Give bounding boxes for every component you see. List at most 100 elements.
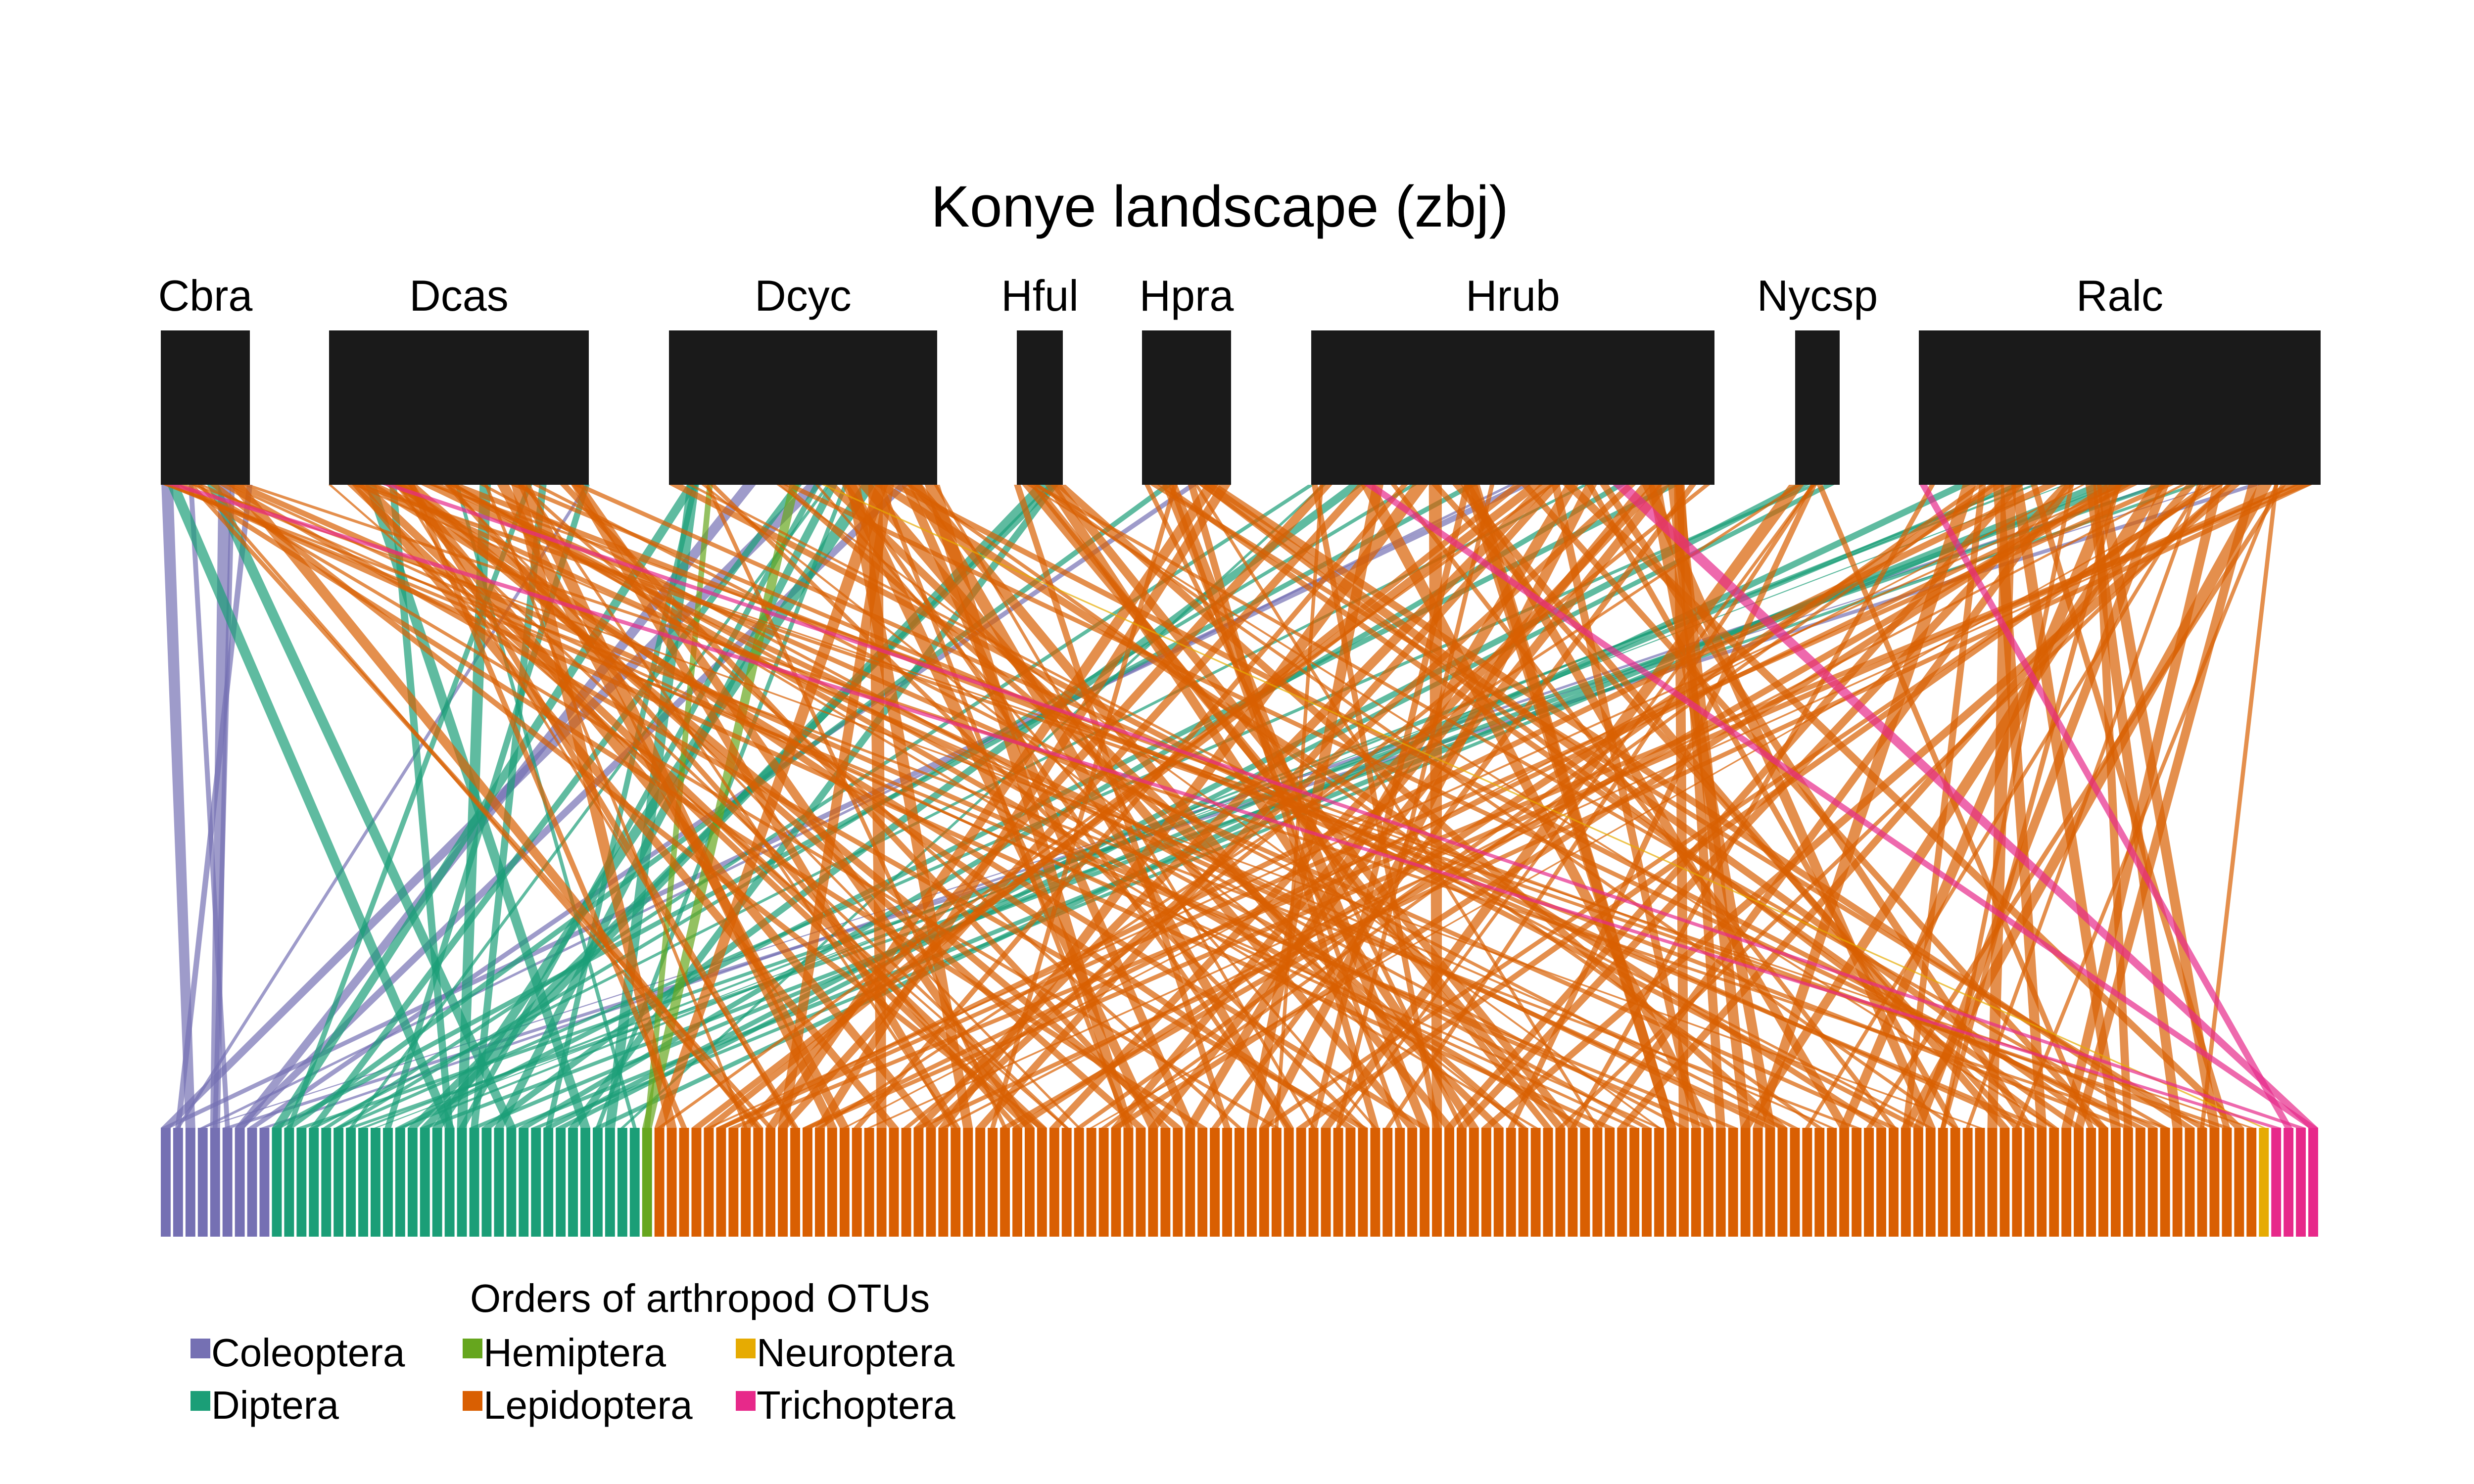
otu-node-lepidoptera — [2074, 1128, 2084, 1237]
plant-label-hrub: Hrub — [1466, 271, 1560, 320]
interaction-link — [210, 485, 1047, 1128]
interaction-link — [235, 485, 909, 1128]
interaction-link — [2085, 485, 2183, 1128]
otu-node-lepidoptera — [1012, 1128, 1022, 1237]
otu-node-lepidoptera — [1679, 1128, 1689, 1237]
interaction-link — [175, 485, 253, 1128]
otu-node-lepidoptera — [790, 1128, 800, 1237]
otu-node-lepidoptera — [1420, 1128, 1430, 1237]
otu-node-trichoptera — [2296, 1128, 2306, 1237]
plant-nodes: Cbra Dcas Dcyc Hful Hpra Hrub Nycsp Ralc — [158, 271, 2321, 485]
otu-node-lepidoptera — [1703, 1128, 1713, 1237]
otu-node-lepidoptera — [1345, 1128, 1356, 1237]
otu-node-lepidoptera — [926, 1128, 936, 1237]
interaction-link — [2011, 485, 2121, 1128]
legend-label-neuroptera: Neuroptera — [757, 1331, 955, 1375]
otu-node-coleoptera — [259, 1128, 270, 1237]
otu-node-lepidoptera — [951, 1128, 961, 1237]
otu-node-lepidoptera — [2222, 1128, 2232, 1237]
otu-node-lepidoptera — [1444, 1128, 1454, 1237]
otu-node-lepidoptera — [691, 1128, 702, 1237]
otu-node-diptera — [309, 1128, 319, 1237]
otu-node-lepidoptera — [815, 1128, 825, 1237]
otu-node-lepidoptera — [1308, 1128, 1319, 1237]
otu-node-diptera — [568, 1128, 578, 1237]
interaction-link — [176, 485, 589, 1128]
otu-node-lepidoptera — [2086, 1128, 2096, 1237]
otu-node-lepidoptera — [1123, 1128, 1134, 1237]
otu-node-diptera — [272, 1128, 282, 1237]
interaction-link — [448, 485, 1651, 1128]
otu-node-lepidoptera — [1457, 1128, 1467, 1237]
plant-node-nycsp — [1795, 330, 1840, 485]
interaction-link — [242, 485, 2170, 1128]
otu-node-lepidoptera — [1568, 1128, 1578, 1237]
otu-node-lepidoptera — [1555, 1128, 1566, 1237]
otu-node-lepidoptera — [1321, 1128, 1331, 1237]
interaction-link — [701, 485, 1525, 1128]
plant-node-ralc — [1919, 330, 2321, 485]
otu-node-lepidoptera — [1247, 1128, 1257, 1237]
otu-node-lepidoptera — [1950, 1128, 1960, 1237]
otu-node-lepidoptera — [864, 1128, 874, 1237]
interaction-link — [286, 485, 532, 1128]
interaction-link — [510, 485, 2047, 1128]
interaction-link — [821, 485, 2266, 1128]
legend-swatch-diptera — [190, 1391, 210, 1411]
otu-node-coleoptera — [235, 1128, 245, 1237]
otu-node-coleoptera — [247, 1128, 257, 1237]
otu-node-lepidoptera — [1876, 1128, 1886, 1237]
interaction-link — [1521, 485, 2108, 1128]
otu-node-diptera — [358, 1128, 368, 1237]
interaction-link — [167, 485, 2282, 1128]
otu-node-lepidoptera — [1901, 1128, 1911, 1237]
otu-node-lepidoptera — [1617, 1128, 1627, 1237]
otu-node-lepidoptera — [666, 1128, 677, 1237]
otu-node-lepidoptera — [1827, 1128, 1837, 1237]
interaction-link — [1026, 485, 2056, 1128]
otu-node-lepidoptera — [2147, 1128, 2158, 1237]
otu-node-lepidoptera — [1518, 1128, 1528, 1237]
otu-node-trichoptera — [2271, 1128, 2282, 1237]
otu-node-diptera — [481, 1128, 492, 1237]
interaction-link — [351, 485, 2232, 1128]
interaction-link — [161, 485, 195, 1128]
otu-node-neuroptera — [2259, 1128, 2269, 1237]
otu-node-trichoptera — [2308, 1128, 2318, 1237]
otu-node-lepidoptera — [1605, 1128, 1615, 1237]
otu-node-lepidoptera — [1530, 1128, 1541, 1237]
interaction-link — [1034, 485, 1958, 1128]
interaction-link — [2093, 485, 2133, 1128]
plant-label-hful: Hful — [1001, 271, 1079, 320]
otu-node-diptera — [420, 1128, 430, 1237]
otu-node-lepidoptera — [852, 1128, 862, 1237]
plant-label-cbra: Cbra — [158, 271, 253, 320]
otu-node-lepidoptera — [1999, 1128, 2010, 1237]
otu-node-lepidoptera — [1395, 1128, 1405, 1237]
otu-node-diptera — [617, 1128, 627, 1237]
interaction-link — [1204, 485, 2195, 1128]
otu-node-diptera — [494, 1128, 504, 1237]
otu-node-lepidoptera — [2234, 1128, 2244, 1237]
interaction-link — [189, 485, 230, 1128]
interaction-link — [2031, 485, 2231, 1128]
legend-swatch-lepidoptera — [463, 1391, 482, 1411]
interaction-link — [560, 485, 1170, 1128]
otu-node-lepidoptera — [1889, 1128, 1899, 1237]
interaction-link — [1150, 485, 2207, 1128]
otu-node-lepidoptera — [1790, 1128, 1800, 1237]
interaction-link — [168, 485, 1615, 1128]
otu-node-diptera — [321, 1128, 332, 1237]
otu-node-lepidoptera — [1691, 1128, 1701, 1237]
otu-node-diptera — [469, 1128, 479, 1237]
otu-node-diptera — [629, 1128, 640, 1237]
otu-node-diptera — [543, 1128, 554, 1237]
otu-node-lepidoptera — [1469, 1128, 1479, 1237]
arthropod-otu-nodes — [161, 1128, 2318, 1237]
otu-node-lepidoptera — [1753, 1128, 1763, 1237]
interaction-link — [428, 485, 2218, 1128]
otu-node-lepidoptera — [1543, 1128, 1553, 1237]
otu-node-lepidoptera — [1210, 1128, 1220, 1237]
otu-node-lepidoptera — [765, 1128, 776, 1237]
otu-node-diptera — [506, 1128, 517, 1237]
